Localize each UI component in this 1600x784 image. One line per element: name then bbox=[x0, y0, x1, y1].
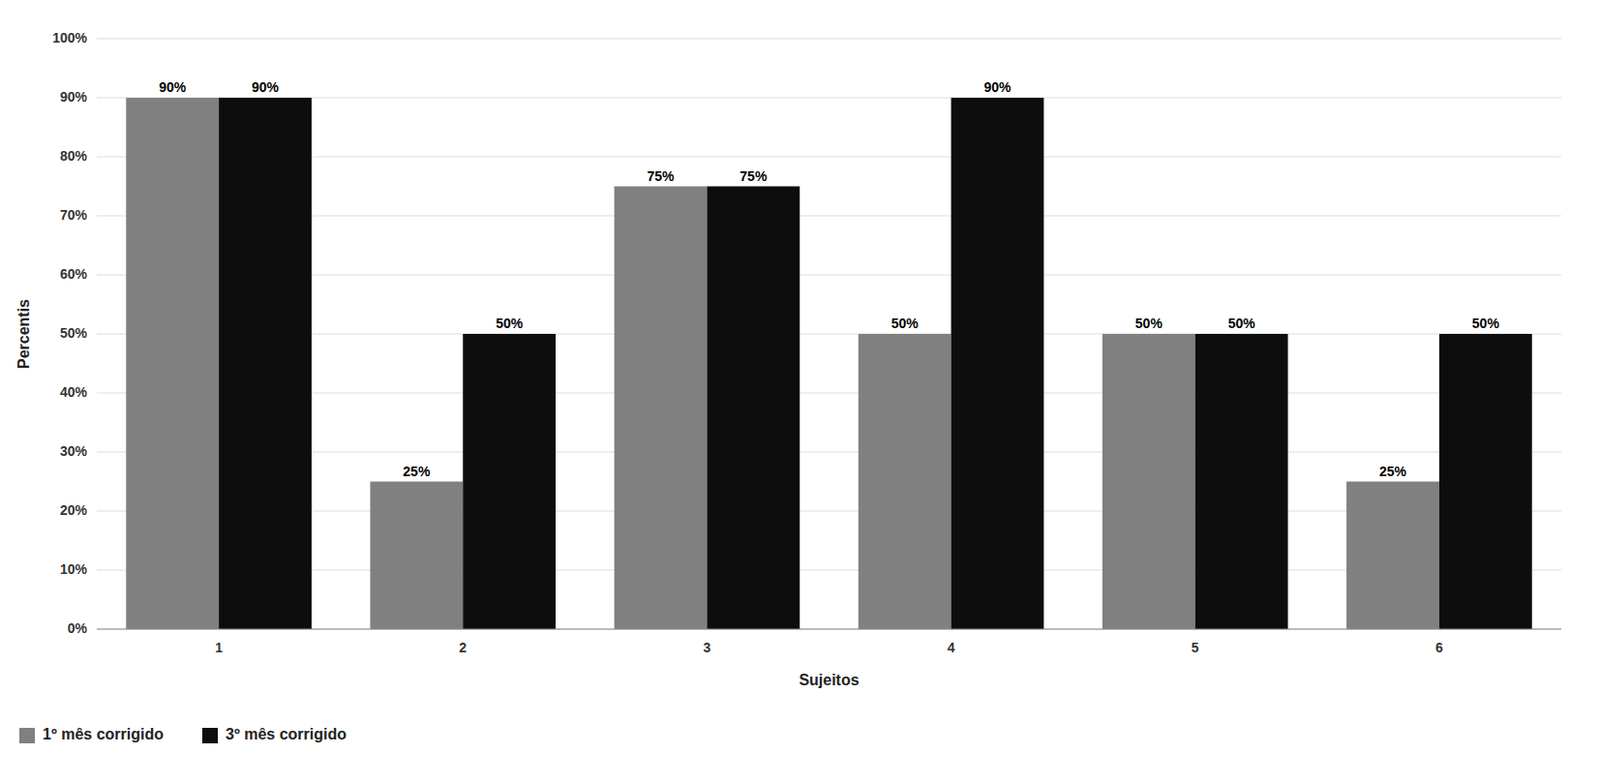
legend-label: 1º mês corrigido bbox=[42, 725, 164, 743]
y-axis: 0% 10% 20% 30% 40% 50% 60% 70% 80% 90% 100% bbox=[52, 30, 88, 636]
data-label: 75% bbox=[646, 168, 675, 184]
bar bbox=[1439, 333, 1533, 630]
grid bbox=[96, 38, 1562, 630]
legend: 1º mês corrigido 3º mês corrigido bbox=[19, 725, 347, 744]
x-tick-label: 5 bbox=[1191, 639, 1200, 656]
grid-line bbox=[96, 38, 1562, 40]
bar bbox=[218, 97, 312, 630]
grid-line bbox=[96, 156, 1562, 158]
x-axis-title: Sujeitos bbox=[798, 671, 859, 689]
y-tick-label: 100% bbox=[52, 30, 88, 46]
y-tick-label: 40% bbox=[60, 384, 89, 400]
y-tick-label: 30% bbox=[60, 443, 89, 459]
legend-swatch bbox=[202, 727, 218, 744]
y-tick-label: 90% bbox=[60, 89, 89, 105]
x-tick-label: 6 bbox=[1435, 639, 1444, 656]
data-label: 50% bbox=[1228, 315, 1257, 332]
bar bbox=[125, 97, 219, 630]
bars bbox=[125, 97, 1532, 630]
y-tick-label: 10% bbox=[60, 561, 89, 577]
y-tick-label: 80% bbox=[60, 148, 89, 164]
bar bbox=[706, 186, 800, 631]
bar bbox=[462, 333, 556, 630]
data-label: 50% bbox=[495, 315, 524, 332]
bar bbox=[614, 186, 708, 631]
x-tick-label: 1 bbox=[214, 639, 223, 656]
chart-svg: 0% 10% 20% 30% 40% 50% 60% 70% 80% 90% 100% 90% 25% 7… bbox=[0, 0, 1600, 784]
x-tick-label: 4 bbox=[947, 639, 956, 656]
grid-line bbox=[96, 215, 1562, 217]
bar bbox=[369, 482, 463, 631]
data-labels: 90% 25% 75% 50% 50% 25% 90% 50% 75% 90% 50% 50% bbox=[158, 79, 1500, 480]
grid-line bbox=[96, 333, 1562, 335]
grid-line bbox=[96, 97, 1562, 99]
y-tick-label: 50% bbox=[60, 325, 89, 341]
bar bbox=[858, 333, 952, 630]
y-axis-title: Percentis bbox=[15, 299, 32, 369]
data-label: 90% bbox=[158, 79, 187, 95]
y-tick-label: 70% bbox=[60, 207, 89, 223]
data-label: 90% bbox=[251, 79, 280, 95]
y-tick-label: 0% bbox=[67, 620, 89, 636]
y-tick-label: 20% bbox=[60, 502, 89, 518]
legend-swatch bbox=[19, 727, 35, 744]
grid-line bbox=[96, 570, 1562, 572]
data-label: 25% bbox=[1379, 463, 1408, 480]
x-tick-label: 3 bbox=[703, 639, 712, 656]
bar bbox=[1195, 333, 1289, 630]
y-tick-label: 60% bbox=[60, 266, 89, 282]
legend-label: 3º mês corrigido bbox=[225, 725, 347, 743]
grid-line bbox=[96, 392, 1562, 394]
data-label: 25% bbox=[402, 463, 431, 480]
grid-line bbox=[96, 629, 1562, 631]
grid-line bbox=[96, 511, 1562, 513]
x-axis-line bbox=[96, 629, 1562, 631]
data-label: 50% bbox=[1472, 315, 1501, 332]
grid-line bbox=[96, 274, 1562, 276]
data-label: 50% bbox=[1135, 315, 1164, 332]
data-label: 50% bbox=[891, 315, 920, 332]
chart-container: 0% 10% 20% 30% 40% 50% 60% 70% 80% 90% 100% 90% 25% 7… bbox=[0, 0, 1600, 784]
data-label: 90% bbox=[983, 79, 1012, 95]
bar bbox=[1346, 482, 1440, 631]
bar bbox=[1102, 333, 1196, 630]
x-tick-label: 2 bbox=[458, 639, 467, 656]
grid-line bbox=[96, 452, 1562, 453]
bar bbox=[951, 97, 1045, 630]
data-label: 75% bbox=[739, 168, 768, 184]
x-axis: 1 2 3 4 5 6 bbox=[96, 629, 1562, 656]
